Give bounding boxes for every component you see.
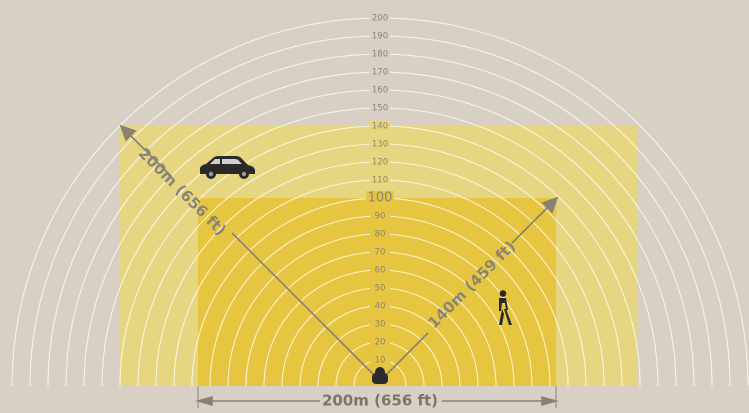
range-ring-label: 150: [372, 104, 388, 114]
range-ring-label: 70: [375, 248, 386, 258]
range-ring-label: 110: [372, 176, 388, 186]
range-ring-label: 80: [375, 230, 386, 240]
person-icon: [499, 290, 512, 325]
arrow-left-upper: [130, 135, 173, 178]
range-ring-label-bg: [370, 300, 390, 312]
range-ring-label-bg: [370, 354, 390, 366]
range-ring-label: 10: [375, 356, 386, 366]
label-bottom-width: 200m (656 ft): [322, 392, 438, 409]
range-ring-label-bg: [370, 12, 390, 24]
range-ring-label: 90: [375, 212, 386, 222]
arrow-left-lower: [231, 232, 375, 376]
range-ring-label: 40: [375, 302, 386, 312]
range-ring-label-bg: [370, 336, 390, 348]
range-ring-labels: 10 20 30 40 50 60 70 80 90 100 110 120 130 140 150 160 1…: [366, 12, 394, 366]
range-ring-label-bg: [370, 66, 390, 78]
range-ring-label-bg: [370, 282, 390, 294]
arrow-right-lower: [385, 332, 429, 376]
arrow-right-head: [541, 196, 559, 214]
range-ring-label-bg: [370, 264, 390, 276]
car-icon: [200, 156, 255, 179]
range-ring-label-bg: [370, 210, 390, 222]
range-ring-label: 60: [375, 266, 386, 276]
range-ring-label-bg: [370, 138, 390, 150]
range-ring-label-bg: [370, 318, 390, 330]
range-ring-label: 20: [375, 338, 386, 348]
range-ring-label-bg: [370, 48, 390, 60]
range-ring-label: 50: [375, 284, 386, 294]
range-ring-label: 120: [372, 158, 388, 168]
range-ring-label-bg: [370, 30, 390, 42]
range-ring-label: 30: [375, 320, 386, 330]
range-ring-label-bg: [370, 228, 390, 240]
range-ring-label: 180: [372, 50, 388, 60]
arrow-left-head: [119, 124, 137, 142]
range-arrows: [119, 124, 559, 408]
range-ring-label: 100: [368, 191, 393, 206]
range-ring-label: 130: [372, 140, 388, 150]
range-ring-label-bg: [366, 191, 394, 205]
range-ring-label: 170: [372, 68, 388, 78]
range-ring-label: 140: [372, 122, 388, 132]
range-ring-label: 160: [372, 86, 388, 96]
range-ring-label-bg: [370, 156, 390, 168]
range-ring-label-bg: [370, 102, 390, 114]
range-ring-label: 200: [372, 14, 388, 24]
range-ring-label: 190: [372, 32, 388, 42]
dim-arrow-left-head: [195, 395, 213, 407]
camera-icon: [372, 367, 388, 384]
range-ring-label-bg: [370, 84, 390, 96]
arrow-right-upper: [511, 206, 549, 244]
range-ring-label-bg: [370, 120, 390, 132]
dim-arrow-right-head: [541, 395, 559, 407]
range-ring-label-bg: [370, 174, 390, 186]
range-ring-label-bg: [370, 246, 390, 258]
